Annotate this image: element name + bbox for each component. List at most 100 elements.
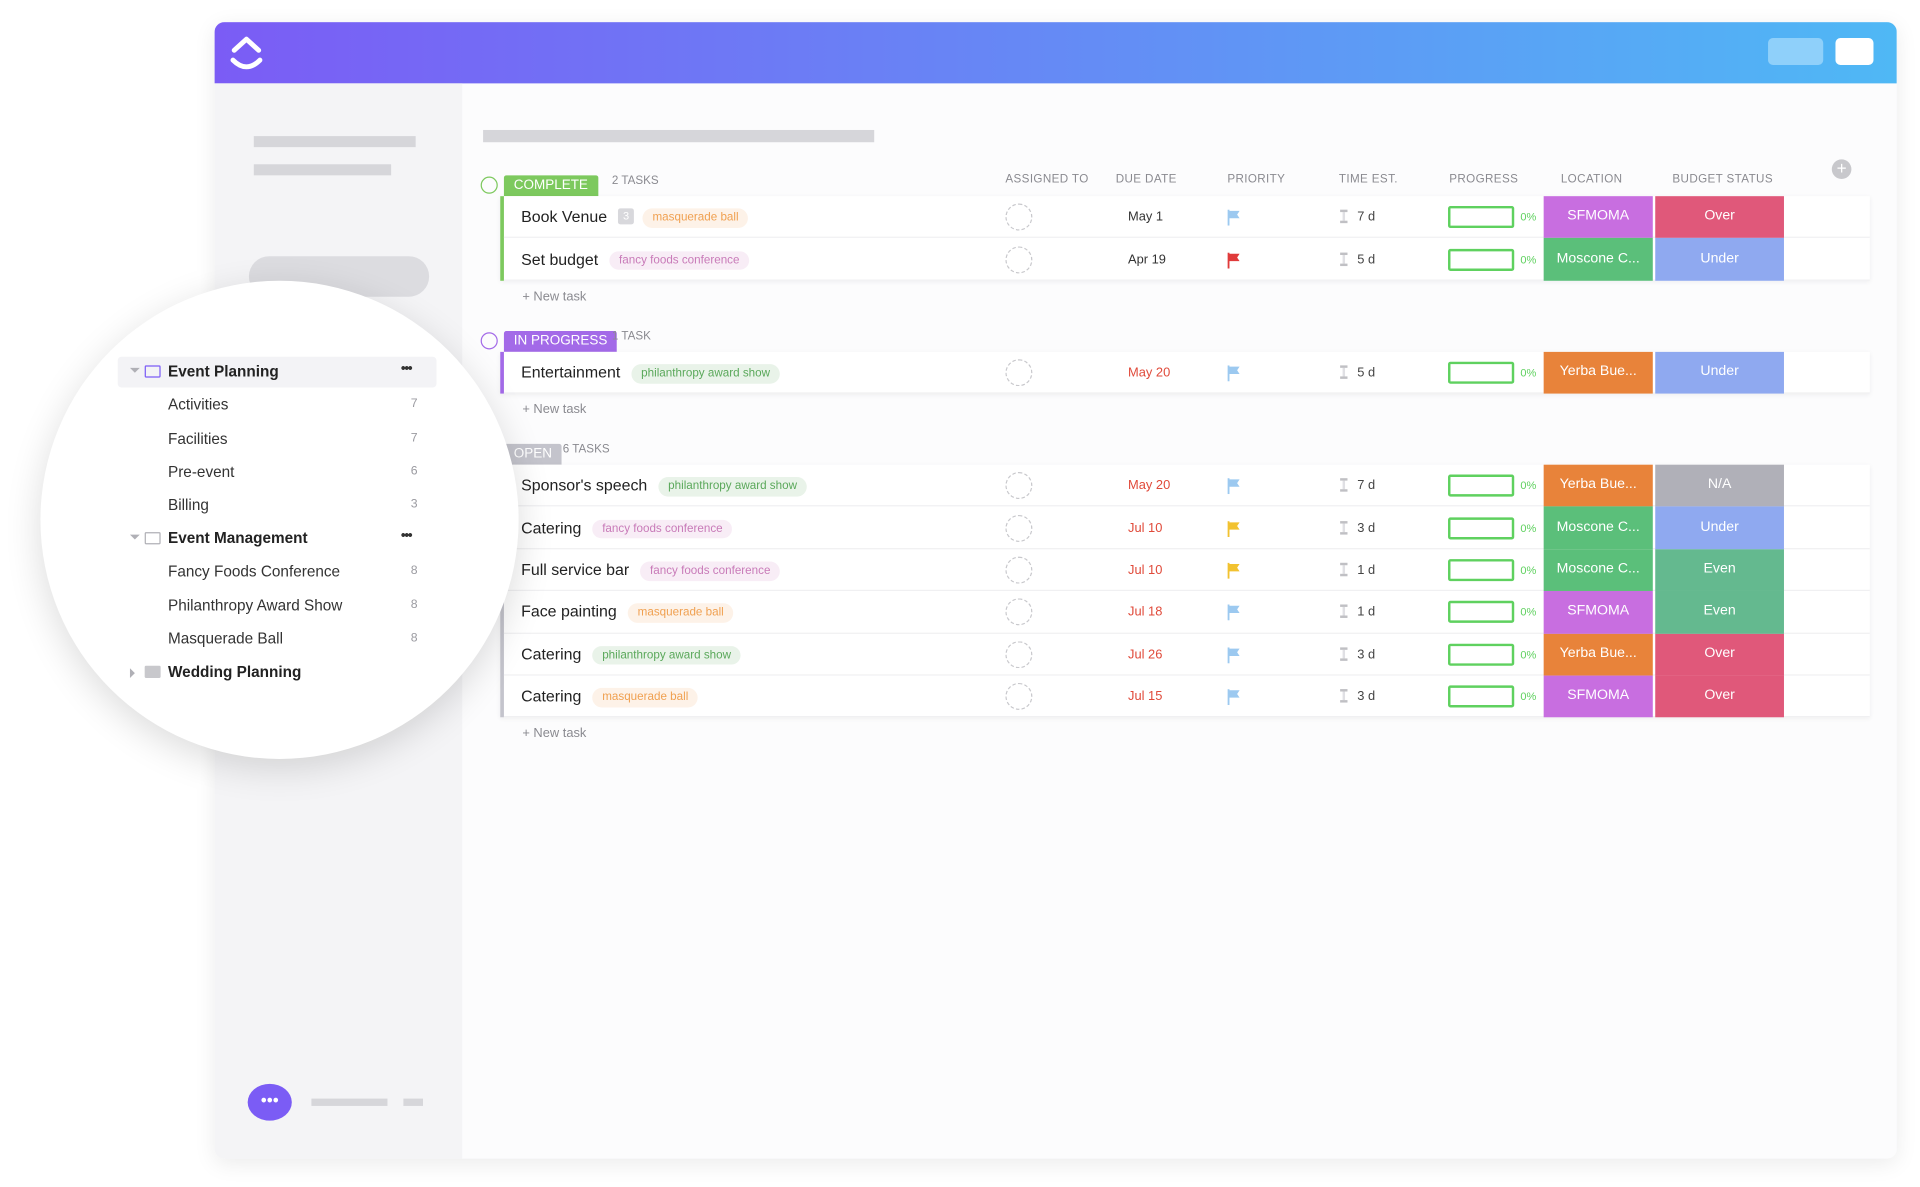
task-row[interactable] bbox=[503, 633, 1870, 676]
folder-label[interactable]: Wedding Planning bbox=[167, 663, 302, 681]
task-row[interactable] bbox=[503, 549, 1870, 592]
task-row[interactable] bbox=[503, 352, 1870, 395]
location-cell[interactable]: SFMOMA bbox=[1543, 591, 1653, 634]
assignee-button[interactable] bbox=[1005, 556, 1033, 584]
assignee-button[interactable] bbox=[1005, 359, 1033, 387]
task-row[interactable] bbox=[503, 676, 1870, 718]
priority-flag[interactable] bbox=[1227, 520, 1242, 537]
task-count: 1 TASK bbox=[611, 329, 651, 344]
budget-cell[interactable]: Over bbox=[1655, 196, 1784, 239]
folder-label[interactable]: Event Management bbox=[167, 529, 308, 547]
priority-flag[interactable] bbox=[1227, 252, 1242, 269]
location-cell[interactable]: Moscone C... bbox=[1543, 506, 1653, 550]
time-estimate: 7 d bbox=[1357, 478, 1376, 494]
list-label[interactable]: Billing bbox=[167, 496, 209, 514]
priority-flag[interactable] bbox=[1227, 689, 1242, 706]
location-cell[interactable]: Yerba Bue... bbox=[1543, 633, 1653, 676]
task-row[interactable] bbox=[503, 507, 1870, 550]
time-estimate: 1 d bbox=[1357, 604, 1376, 620]
time-estimate: 7 d bbox=[1357, 209, 1376, 225]
progress-bar bbox=[1448, 474, 1515, 497]
caret[interactable] bbox=[129, 668, 140, 679]
priority-flag[interactable] bbox=[1227, 647, 1242, 664]
folder-label[interactable]: Event Planning bbox=[167, 362, 279, 381]
task-name[interactable]: Book Venue bbox=[521, 207, 608, 226]
assignee-button[interactable] bbox=[1005, 245, 1033, 273]
list-count: 8 bbox=[410, 597, 418, 612]
priority-flag[interactable] bbox=[1227, 604, 1242, 621]
task-name[interactable]: Catering bbox=[521, 518, 582, 537]
more-menu[interactable]: ••• bbox=[400, 361, 413, 377]
collapse-toggle[interactable] bbox=[480, 176, 498, 194]
new-task-button[interactable]: + New task bbox=[522, 289, 587, 304]
assignee-button[interactable] bbox=[1005, 598, 1033, 626]
tag[interactable]: masquerade ball bbox=[642, 208, 749, 228]
task-name[interactable]: Catering bbox=[521, 686, 582, 706]
tag[interactable]: fancy foods conference bbox=[609, 250, 750, 270]
caret[interactable] bbox=[129, 534, 140, 545]
task-name[interactable]: Entertainment bbox=[521, 363, 621, 382]
task-row[interactable] bbox=[503, 196, 1870, 239]
budget-cell[interactable]: Under bbox=[1655, 351, 1784, 395]
tag[interactable]: philanthropy award show bbox=[592, 645, 741, 665]
assignee-button[interactable] bbox=[1005, 472, 1033, 500]
assignee-button[interactable] bbox=[1005, 514, 1033, 542]
priority-flag[interactable] bbox=[1227, 478, 1242, 495]
budget-cell[interactable]: Over bbox=[1655, 633, 1784, 676]
location-cell[interactable]: Yerba Bue... bbox=[1543, 351, 1653, 395]
time-estimate: 3 d bbox=[1357, 520, 1376, 536]
location-cell[interactable]: Moscone C... bbox=[1543, 549, 1653, 592]
task-row[interactable] bbox=[503, 238, 1870, 281]
location-cell[interactable]: Yerba Bue... bbox=[1543, 464, 1653, 507]
budget-cell[interactable]: N/A bbox=[1655, 464, 1784, 507]
tag[interactable]: fancy foods conference bbox=[592, 519, 733, 539]
new-task-button[interactable]: + New task bbox=[522, 726, 587, 742]
new-task-button[interactable]: + New task bbox=[522, 402, 587, 418]
tag[interactable]: masquerade ball bbox=[627, 603, 734, 623]
tag[interactable]: masquerade ball bbox=[592, 688, 699, 708]
time-estimate: 1 d bbox=[1357, 562, 1376, 578]
chat-button[interactable]: ••• bbox=[247, 1083, 292, 1121]
list-label[interactable]: Activities bbox=[167, 396, 229, 414]
assignee-button[interactable] bbox=[1005, 683, 1033, 711]
collapse-toggle[interactable] bbox=[480, 332, 498, 350]
list-label[interactable]: Philanthropy Award Show bbox=[167, 596, 343, 614]
location-cell[interactable]: SFMOMA bbox=[1543, 675, 1653, 718]
task-name[interactable]: Catering bbox=[521, 644, 582, 664]
list-label[interactable]: Pre-event bbox=[167, 463, 235, 481]
list-label[interactable]: Facilities bbox=[167, 429, 228, 447]
tag[interactable]: philanthropy award show bbox=[631, 364, 780, 384]
header-button[interactable] bbox=[1835, 38, 1874, 65]
task-row[interactable] bbox=[503, 465, 1870, 507]
priority-flag[interactable] bbox=[1227, 209, 1242, 226]
budget-cell[interactable]: Under bbox=[1655, 506, 1784, 550]
list-label[interactable]: Fancy Foods Conference bbox=[167, 563, 341, 581]
task-row[interactable] bbox=[503, 591, 1870, 634]
more-menu[interactable]: ••• bbox=[400, 528, 413, 544]
list-label[interactable]: Masquerade Ball bbox=[167, 629, 283, 648]
assignee-button[interactable] bbox=[1005, 641, 1033, 668]
budget-cell[interactable]: Under bbox=[1655, 238, 1784, 281]
task-name[interactable]: Full service bar bbox=[521, 560, 630, 579]
column-header: PROGRESS bbox=[1449, 172, 1519, 187]
budget-cell[interactable]: Even bbox=[1655, 549, 1784, 592]
add-column-button[interactable]: + bbox=[1831, 159, 1852, 180]
header-button[interactable] bbox=[1768, 38, 1824, 65]
flag-icon bbox=[1227, 520, 1240, 537]
priority-flag[interactable] bbox=[1227, 562, 1242, 579]
task-name[interactable]: Face painting bbox=[521, 602, 617, 621]
budget-cell[interactable]: Over bbox=[1655, 675, 1784, 718]
tag[interactable]: philanthropy award show bbox=[658, 477, 807, 497]
task-name[interactable]: Sponsor's speech bbox=[521, 475, 648, 495]
tag[interactable]: fancy foods conference bbox=[640, 561, 781, 581]
subtask-count: 3 bbox=[618, 208, 635, 225]
budget-cell[interactable]: Even bbox=[1655, 591, 1784, 634]
task-name[interactable]: Set budget bbox=[521, 249, 599, 269]
caret[interactable] bbox=[129, 367, 140, 378]
assignee-button[interactable] bbox=[1005, 203, 1033, 231]
column-header: BUDGET STATUS bbox=[1672, 172, 1773, 187]
status-badge: COMPLETE bbox=[503, 175, 598, 197]
location-cell[interactable]: Moscone C... bbox=[1543, 238, 1653, 281]
priority-flag[interactable] bbox=[1227, 365, 1242, 382]
location-cell[interactable]: SFMOMA bbox=[1543, 196, 1653, 239]
